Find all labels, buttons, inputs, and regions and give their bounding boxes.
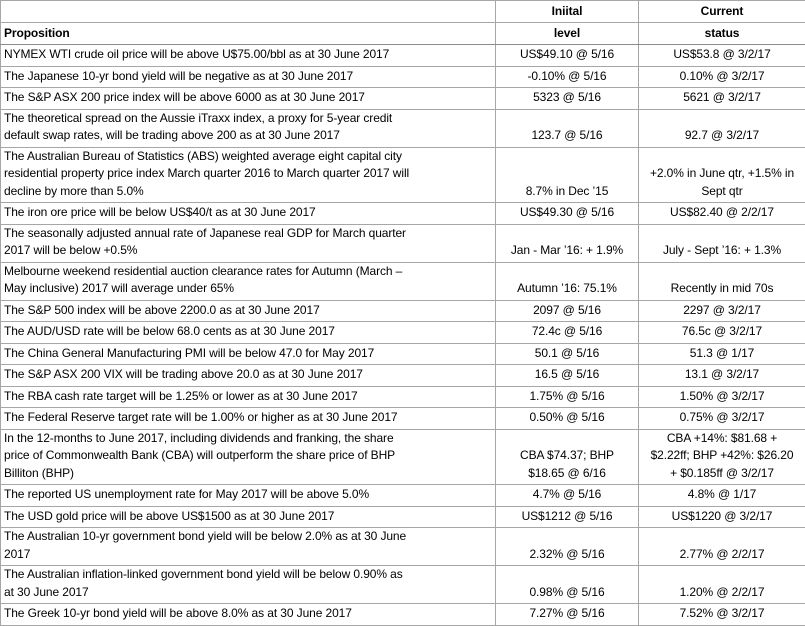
header-row-bottom: Proposition level status [1,23,805,45]
table-row: The China General Manufacturing PMI will… [1,343,805,365]
proposition-cell: The Japanese 10-yr bond yield will be ne… [1,66,496,88]
proposition-cell: The reported US unemployment rate for Ma… [1,485,496,507]
proposition-cell: The China General Manufacturing PMI will… [1,343,496,365]
header-proposition-top [1,1,496,23]
table-row: The S&P ASX 200 VIX will be trading abov… [1,365,805,387]
current-status-cell: 7.52% @ 3/2/17 [639,604,805,626]
initial-level-cell: 1.75% @ 5/16 [496,386,639,408]
table-row: The USD gold price will be above US$1500… [1,506,805,528]
initial-level-cell: US$1212 @ 5/16 [496,506,639,528]
header-initial-top: Iniital [496,1,639,23]
initial-level-cell: Autumn ’16: 75.1% [496,262,639,300]
proposition-cell: The Australian inflation-linked governme… [1,566,496,604]
initial-level-cell: 0.50% @ 5/16 [496,408,639,430]
initial-level-cell: US$49.10 @ 5/16 [496,45,639,67]
initial-level-cell: 2.32% @ 5/16 [496,528,639,566]
initial-level-cell: 50.1 @ 5/16 [496,343,639,365]
table-row: The Japanese 10-yr bond yield will be ne… [1,66,805,88]
table-row: The AUD/USD rate will be below 68.0 cent… [1,322,805,344]
current-status-cell: 4.8% @ 1/17 [639,485,805,507]
initial-level-cell: 7.27% @ 5/16 [496,604,639,626]
initial-level-cell: 2097 @ 5/16 [496,300,639,322]
initial-level-cell: 8.7% in Dec ’15 [496,147,639,203]
table-row: The RBA cash rate target will be 1.25% o… [1,386,805,408]
initial-level-cell: 0.98% @ 5/16 [496,566,639,604]
table-row: The reported US unemployment rate for Ma… [1,485,805,507]
table-row: The S&P 500 index will be above 2200.0 a… [1,300,805,322]
initial-level-cell: US$49.30 @ 5/16 [496,203,639,225]
current-status-cell: 0.10% @ 3/2/17 [639,66,805,88]
initial-level-cell: 123.7 @ 5/16 [496,109,639,147]
table-row: The Australian inflation-linked governme… [1,566,805,604]
current-status-cell: 13.1 @ 3/2/17 [639,365,805,387]
initial-level-cell: 5323 @ 5/16 [496,88,639,110]
proposition-cell: The iron ore price will be below US$40/t… [1,203,496,225]
initial-level-cell: 16.5 @ 5/16 [496,365,639,387]
table-row: In the 12-months to June 2017, including… [1,429,805,485]
header-initial: level [496,23,639,45]
proposition-cell: In the 12-months to June 2017, including… [1,429,496,485]
proposition-cell: NYMEX WTI crude oil price will be above … [1,45,496,67]
table-row: The Federal Reserve target rate will be … [1,408,805,430]
current-status-cell: July - Sept ’16: + 1.3% [639,224,805,262]
proposition-cell: The S&P 500 index will be above 2200.0 a… [1,300,496,322]
current-status-cell: 2.77% @ 2/2/17 [639,528,805,566]
current-status-cell: 2297 @ 3/2/17 [639,300,805,322]
table-row: The theoretical spread on the Aussie iTr… [1,109,805,147]
table-row: The S&P ASX 200 price index will be abov… [1,88,805,110]
header-current-top: Current [639,1,805,23]
header-proposition: Proposition [1,23,496,45]
current-status-cell: US$1220 @ 3/2/17 [639,506,805,528]
current-status-cell: 1.20% @ 2/2/17 [639,566,805,604]
proposition-cell: The S&P ASX 200 VIX will be trading abov… [1,365,496,387]
table-header: Iniital Current Proposition level status [1,1,805,45]
current-status-cell: 5621 @ 3/2/17 [639,88,805,110]
initial-level-cell: CBA $74.37; BHP $18.65 @ 6/16 [496,429,639,485]
proposition-cell: The AUD/USD rate will be below 68.0 cent… [1,322,496,344]
proposition-cell: The USD gold price will be above US$1500… [1,506,496,528]
proposition-cell: The RBA cash rate target will be 1.25% o… [1,386,496,408]
table-row: The seasonally adjusted annual rate of J… [1,224,805,262]
table-row: The iron ore price will be below US$40/t… [1,203,805,225]
table-row: NYMEX WTI crude oil price will be above … [1,45,805,67]
header-row-top: Iniital Current [1,1,805,23]
table-body: NYMEX WTI crude oil price will be above … [1,45,805,626]
current-status-cell: 0.75% @ 3/2/17 [639,408,805,430]
proposition-cell: The theoretical spread on the Aussie iTr… [1,109,496,147]
proposition-cell: The Australian 10-yr government bond yie… [1,528,496,566]
initial-level-cell: -0.10% @ 5/16 [496,66,639,88]
current-status-cell: 76.5c @ 3/2/17 [639,322,805,344]
current-status-cell: US$53.8 @ 3/2/17 [639,45,805,67]
current-status-cell: +2.0% in June qtr, +1.5% in Sept qtr [639,147,805,203]
table-row: Melbourne weekend residential auction cl… [1,262,805,300]
proposition-cell: The seasonally adjusted annual rate of J… [1,224,496,262]
current-status-cell: CBA +14%: $81.68 + $2.22ff; BHP +42%: $2… [639,429,805,485]
initial-level-cell: Jan - Mar ’16: + 1.9% [496,224,639,262]
current-status-cell: US$82.40 @ 2/2/17 [639,203,805,225]
current-status-cell: Recently in mid 70s [639,262,805,300]
proposition-cell: The S&P ASX 200 price index will be abov… [1,88,496,110]
proposition-cell: The Greek 10-yr bond yield will be above… [1,604,496,626]
header-current: status [639,23,805,45]
current-status-cell: 92.7 @ 3/2/17 [639,109,805,147]
current-status-cell: 51.3 @ 1/17 [639,343,805,365]
proposition-cell: The Federal Reserve target rate will be … [1,408,496,430]
proposition-cell: The Australian Bureau of Statistics (ABS… [1,147,496,203]
initial-level-cell: 72.4c @ 5/16 [496,322,639,344]
proposition-cell: Melbourne weekend residential auction cl… [1,262,496,300]
table-row: The Greek 10-yr bond yield will be above… [1,604,805,626]
table-row: The Australian Bureau of Statistics (ABS… [1,147,805,203]
table-row: The Australian 10-yr government bond yie… [1,528,805,566]
initial-level-cell: 4.7% @ 5/16 [496,485,639,507]
current-status-cell: 1.50% @ 3/2/17 [639,386,805,408]
